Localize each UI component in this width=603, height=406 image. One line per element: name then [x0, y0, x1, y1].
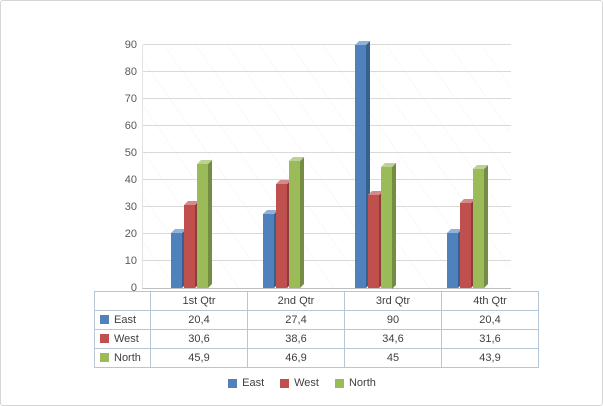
legend-marker-icon [228, 378, 238, 388]
value-cell: 27,4 [247, 310, 345, 330]
value-cell: 38,6 [247, 329, 345, 349]
legend-label: East [242, 377, 265, 389]
series-marker-icon [100, 334, 109, 343]
category-header-cell: 2nd Qtr [247, 291, 345, 311]
y-axis-label: 90 [124, 39, 137, 51]
legend-label: North [348, 377, 376, 389]
bar-west-3 [367, 190, 383, 288]
category-header-cell: 4th Qtr [441, 291, 539, 311]
bar-east-3 [354, 41, 370, 288]
gridline [143, 71, 511, 72]
data-table-body: 1st Qtr 2nd Qtr 3rd Qtr 4th Qtr East 20,4 27,4… [94, 291, 539, 368]
legend-item-east: East [228, 377, 264, 389]
y-axis-label: 10 [124, 255, 137, 267]
gridline [143, 206, 511, 207]
bar-side [299, 157, 304, 288]
gridline [143, 233, 511, 234]
y-axis-label: 60 [124, 120, 137, 132]
value-cell: 45 [344, 348, 442, 368]
y-axis-label: 20 [124, 228, 137, 240]
series-name-label: West [114, 333, 139, 345]
data-table: 1st Qtr 2nd Qtr 3rd Qtr 4th Qtr East 20,4 27,4… [94, 291, 539, 368]
bar-north-1 [196, 160, 212, 288]
series-row-north: North 45,9 46,9 45 43,9 [94, 348, 539, 368]
gridline [143, 125, 511, 126]
category-header-cell: 3rd Qtr [344, 291, 442, 311]
bar-side [391, 162, 396, 288]
bar-side [207, 160, 212, 288]
gridline [143, 44, 511, 45]
gridline [143, 98, 511, 99]
legend-item-west: West [280, 377, 319, 389]
bar-north-3 [380, 162, 396, 288]
plot-area: 0 10 20 30 40 50 60 70 80 90 [125, 39, 511, 294]
value-cell: 20,4 [441, 310, 539, 330]
legend-marker-icon [334, 378, 344, 388]
value-cell: 20,4 [150, 310, 248, 330]
chart: 0 10 20 30 40 50 60 70 80 90 1st Qtr 2nd Qtr 3rd Qt… [94, 39, 539, 389]
series-name-cell: East [94, 310, 151, 330]
series-row-east: East 20,4 27,4 90 20,4 [94, 310, 539, 330]
gridline [143, 179, 511, 180]
series-marker-icon [100, 353, 109, 362]
series-name-label: North [114, 352, 141, 364]
bar-east-4 [446, 228, 462, 288]
value-cell: 90 [344, 310, 442, 330]
bar-east-1 [170, 228, 186, 288]
series-name-cell: West [94, 329, 151, 349]
gridline [143, 260, 511, 261]
bar-west-2 [275, 179, 291, 288]
value-cell: 30,6 [150, 329, 248, 349]
value-cell: 45,9 [150, 348, 248, 368]
category-header-row: 1st Qtr 2nd Qtr 3rd Qtr 4th Qtr [94, 291, 539, 311]
y-axis-label: 80 [124, 66, 137, 78]
bar-east-2 [262, 210, 278, 288]
bar-side [483, 165, 488, 288]
gridline [143, 152, 511, 153]
value-cell: 34,6 [344, 329, 442, 349]
series-row-west: West 30,6 38,6 34,6 31,6 [94, 329, 539, 349]
y-axis-label: 30 [124, 201, 137, 213]
y-axis-label: 0 [130, 282, 137, 294]
value-cell: 31,6 [441, 329, 539, 349]
y-axis-label: 50 [124, 147, 137, 159]
legend-label: West [294, 377, 319, 389]
table-corner-cell [94, 291, 151, 311]
series-marker-icon [100, 315, 109, 324]
bar-west-1 [183, 201, 199, 288]
value-cell: 46,9 [247, 348, 345, 368]
series-name-label: East [114, 314, 137, 326]
legend-item-north: North [334, 377, 376, 389]
y-axis-label: 40 [124, 174, 137, 186]
bar-north-2 [288, 157, 304, 288]
value-cell: 43,9 [441, 348, 539, 368]
legend-marker-icon [280, 378, 290, 388]
bar-west-4 [459, 198, 475, 288]
y-axis-label: 70 [124, 93, 137, 105]
series-name-cell: North [94, 348, 151, 368]
category-header-cell: 1st Qtr [150, 291, 248, 311]
chart-legend: East West North [94, 377, 510, 389]
bar-north-4 [472, 165, 488, 288]
